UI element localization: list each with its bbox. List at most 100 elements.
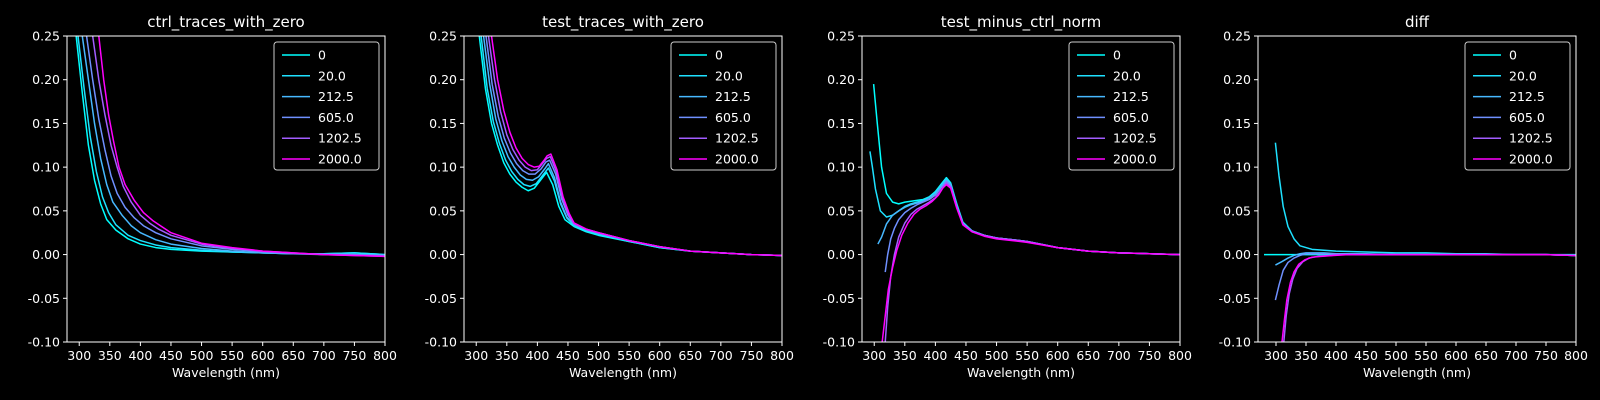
y-tick-label: 0.05 xyxy=(429,203,457,218)
y-tick-label: -0.05 xyxy=(823,291,855,306)
y-tick-label: 0.10 xyxy=(32,160,60,175)
x-tick-label: 600 xyxy=(1444,348,1468,363)
series-line-6 xyxy=(881,183,1180,342)
y-tick-label: 0.20 xyxy=(827,72,855,87)
legend-label: 2000.0 xyxy=(1509,152,1553,167)
y-tick-label: 0.25 xyxy=(1223,29,1251,44)
x-tick-label: 300 xyxy=(1264,348,1288,363)
plot-frame xyxy=(66,35,386,343)
x-tick-label: 800 xyxy=(1564,348,1588,363)
y-tick-label: 0.00 xyxy=(429,247,457,262)
panel-title: diff xyxy=(1405,13,1430,31)
x-tick-label: 500 xyxy=(190,348,214,363)
series-line-4 xyxy=(1274,252,1576,301)
legend-label: 2000.0 xyxy=(1113,152,1157,167)
plot-frame xyxy=(861,35,1181,343)
y-tick-label: -0.10 xyxy=(1219,335,1251,350)
legend-label: 0 xyxy=(1113,48,1121,63)
series-line-5 xyxy=(1283,253,1576,342)
x-tick-label: 350 xyxy=(893,348,917,363)
x-tick-label: 450 xyxy=(1354,348,1378,363)
chart-panel-3: 300 350 400 450 500 550 600 650 700 750 800 -0.10 -0… xyxy=(823,13,1192,380)
y-tick-label: -0.05 xyxy=(425,291,457,306)
legend-label: 0 xyxy=(715,48,723,63)
y-tick-label: 0.00 xyxy=(32,247,60,262)
x-tick-label: 750 xyxy=(1534,348,1558,363)
legend-label: 212.5 xyxy=(715,89,751,104)
y-tick-label: 0.25 xyxy=(32,29,60,44)
x-tick-label: 800 xyxy=(373,348,397,363)
x-tick-label: 500 xyxy=(1384,348,1408,363)
x-tick-label: 650 xyxy=(1474,348,1498,363)
y-tick-label: 0.15 xyxy=(429,116,457,131)
y-tick-label: 0.10 xyxy=(827,160,855,175)
series-line-6 xyxy=(490,36,782,257)
chart-panel-1: 300 350 400 450 500 550 600 650 700 750 800 -0.10 -0… xyxy=(28,13,397,380)
chart-panel-2: 300 350 400 450 500 550 600 650 700 750 800 -0.10 -0… xyxy=(425,13,794,380)
y-tick-label: -0.05 xyxy=(1219,291,1251,306)
chart-panel-4: 300 350 400 450 500 550 600 650 700 750 800 -0.10 -0… xyxy=(1219,13,1588,380)
x-tick-label: 750 xyxy=(1137,348,1161,363)
legend: 0 20.0 212.5 605.0 1202.5 2000.0 xyxy=(273,41,380,171)
x-tick-label: 550 xyxy=(1414,348,1438,363)
x-tick-label: 700 xyxy=(709,348,733,363)
y-tick-label: 0.15 xyxy=(1223,116,1251,131)
x-tick-label: 650 xyxy=(678,348,702,363)
y-tick-label: 0.00 xyxy=(827,247,855,262)
legend-label: 20.0 xyxy=(715,68,743,83)
legend-label: 212.5 xyxy=(1509,89,1545,104)
x-tick-label: 350 xyxy=(1294,348,1318,363)
legend-label: 2000.0 xyxy=(318,152,362,167)
series-group xyxy=(75,36,385,258)
y-tick-label: 0.15 xyxy=(827,116,855,131)
x-tick-label: 550 xyxy=(617,348,641,363)
x-tick-label: 650 xyxy=(1076,348,1100,363)
x-tick-label: 400 xyxy=(1324,348,1348,363)
x-tick-label: 750 xyxy=(342,348,366,363)
legend-label: 605.0 xyxy=(318,110,354,125)
series-group xyxy=(478,36,782,257)
legend-label: 1202.5 xyxy=(1113,131,1157,146)
y-tick-label: -0.10 xyxy=(823,335,855,350)
x-tick-label: 700 xyxy=(312,348,336,363)
x-tick-label: 350 xyxy=(495,348,519,363)
legend-label: 605.0 xyxy=(715,110,751,125)
legend-label: 1202.5 xyxy=(318,131,362,146)
x-tick-label: 300 xyxy=(67,348,91,363)
y-tick-label: 0.05 xyxy=(827,203,855,218)
x-tick-label: 700 xyxy=(1504,348,1528,363)
legend-label: 2000.0 xyxy=(715,152,759,167)
x-tick-label: 350 xyxy=(98,348,122,363)
x-tick-label: 450 xyxy=(954,348,978,363)
panel-title: test_minus_ctrl_norm xyxy=(941,13,1102,32)
panel-title: test_traces_with_zero xyxy=(542,13,704,32)
x-tick-label: 400 xyxy=(923,348,947,363)
series-line-4 xyxy=(884,180,1180,273)
x-axis-label: Wavelength (nm) xyxy=(172,365,280,380)
legend-label: 212.5 xyxy=(318,89,354,104)
plot-frame xyxy=(463,35,783,343)
x-tick-label: 500 xyxy=(587,348,611,363)
x-tick-label: 400 xyxy=(525,348,549,363)
x-tick-label: 550 xyxy=(1015,348,1039,363)
y-tick-label: 0.25 xyxy=(827,29,855,44)
series-group xyxy=(1264,142,1576,342)
series-group xyxy=(869,84,1180,342)
y-tick-label: 0.20 xyxy=(32,72,60,87)
x-axis-label: Wavelength (nm) xyxy=(569,365,677,380)
legend-label: 212.5 xyxy=(1113,89,1149,104)
x-tick-label: 400 xyxy=(128,348,152,363)
legend-label: 20.0 xyxy=(1113,68,1141,83)
y-tick-label: -0.05 xyxy=(28,291,60,306)
series-line-5 xyxy=(884,182,1180,342)
series-line-6 xyxy=(1281,253,1576,342)
series-line-6 xyxy=(98,36,385,258)
y-tick-label: 0.20 xyxy=(1223,72,1251,87)
y-tick-label: 0.20 xyxy=(429,72,457,87)
y-tick-label: 0.05 xyxy=(1223,203,1251,218)
y-tick-label: 0.10 xyxy=(429,160,457,175)
legend-label: 605.0 xyxy=(1113,110,1149,125)
x-tick-label: 750 xyxy=(739,348,763,363)
x-tick-label: 800 xyxy=(1168,348,1192,363)
